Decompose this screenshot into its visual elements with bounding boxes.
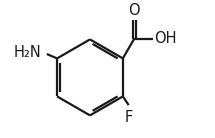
Text: OH: OH (154, 31, 177, 46)
Text: H₂N: H₂N (13, 45, 41, 60)
Text: O: O (128, 3, 140, 18)
Text: F: F (124, 110, 133, 124)
